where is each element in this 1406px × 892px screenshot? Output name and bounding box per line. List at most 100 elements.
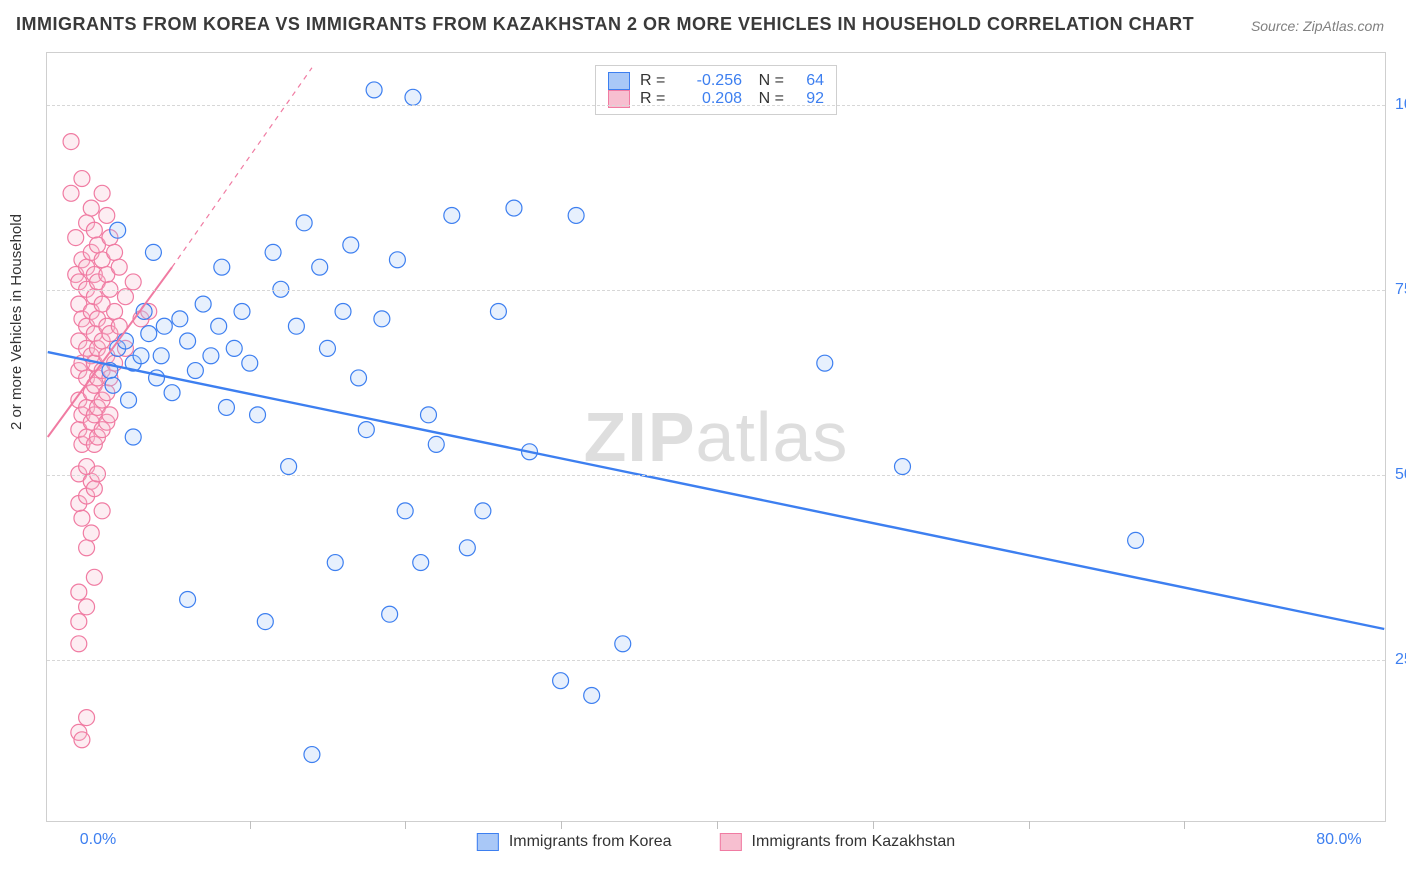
data-point-korea [397,503,413,519]
data-point-korea [110,222,126,238]
data-point-korea [164,385,180,401]
data-point-kazakhstan [63,185,79,201]
data-point-kazakhstan [79,599,95,615]
chart-title: IMMIGRANTS FROM KOREA VS IMMIGRANTS FROM… [16,14,1194,35]
gridline [47,475,1385,476]
data-point-korea [490,303,506,319]
data-point-kazakhstan [63,134,79,150]
data-point-korea [226,340,242,356]
data-point-kazakhstan [94,185,110,201]
data-point-korea [211,318,227,334]
x-tick [1184,821,1185,829]
data-point-korea [234,303,250,319]
data-point-kazakhstan [83,200,99,216]
data-point-kazakhstan [125,274,141,290]
data-point-korea [296,215,312,231]
data-point-korea [187,363,203,379]
data-point-korea [506,200,522,216]
data-point-korea [335,303,351,319]
data-point-korea [895,459,911,475]
trend-line-ext-kazakhstan [172,68,312,267]
data-point-kazakhstan [102,407,118,423]
y-axis-label: 2 or more Vehicles in Household [8,214,25,430]
legend-swatch-korea [608,72,630,90]
source-attribution: Source: ZipAtlas.com [1251,18,1384,34]
gridline [47,290,1385,291]
n-value-korea: 64 [794,72,824,90]
data-point-kazakhstan [71,584,87,600]
data-point-kazakhstan [117,289,133,305]
data-point-korea [203,348,219,364]
data-point-kazakhstan [71,614,87,630]
data-point-korea [444,207,460,223]
data-point-korea [553,673,569,689]
data-point-korea [250,407,266,423]
data-point-korea [1128,532,1144,548]
x-tick-label: 80.0% [1316,831,1361,849]
data-point-korea [180,333,196,349]
data-point-korea [117,333,133,349]
data-point-kazakhstan [71,636,87,652]
gridline [47,660,1385,661]
r-value-korea: -0.256 [680,72,742,90]
r-label: R = [640,72,670,90]
data-point-korea [105,377,121,393]
data-point-korea [428,436,444,452]
data-point-korea [180,591,196,607]
data-point-korea [817,355,833,371]
data-point-korea [133,348,149,364]
n-label: N = [752,72,784,90]
x-tick-label: 0.0% [80,831,116,849]
data-point-kazakhstan [107,303,123,319]
data-point-korea [304,747,320,763]
correlation-legend: R = -0.256 N = 64 R = 0.208 N = 92 [595,65,837,115]
data-point-korea [413,555,429,571]
x-tick [873,821,874,829]
data-point-korea [257,614,273,630]
legend-swatch-korea [477,833,499,851]
x-tick [717,821,718,829]
legend-row-korea: R = -0.256 N = 64 [608,72,824,90]
x-tick [561,821,562,829]
data-point-korea [121,392,137,408]
data-point-kazakhstan [74,732,90,748]
data-point-korea [358,422,374,438]
gridline [47,105,1385,106]
y-tick-label: 100.0% [1389,96,1406,114]
data-point-korea [351,370,367,386]
data-point-kazakhstan [94,503,110,519]
data-point-korea [568,207,584,223]
data-point-kazakhstan [86,222,102,238]
data-point-korea [312,259,328,275]
x-tick [1029,821,1030,829]
data-point-korea [214,259,230,275]
data-point-korea [405,89,421,105]
data-point-kazakhstan [68,230,84,246]
data-point-korea [374,311,390,327]
data-point-korea [281,459,297,475]
data-point-kazakhstan [111,259,127,275]
legend-label-korea: Immigrants from Korea [509,833,672,851]
data-point-kazakhstan [89,466,105,482]
data-point-korea [172,311,188,327]
data-point-kazakhstan [99,207,115,223]
data-point-kazakhstan [107,244,123,260]
data-point-kazakhstan [83,525,99,541]
data-point-korea [195,296,211,312]
data-point-korea [327,555,343,571]
data-point-korea [145,244,161,260]
data-point-korea [288,318,304,334]
data-point-korea [125,429,141,445]
x-tick [250,821,251,829]
data-point-korea [153,348,169,364]
data-point-korea [319,340,335,356]
data-point-korea [615,636,631,652]
data-point-korea [382,606,398,622]
data-point-kazakhstan [79,540,95,556]
data-point-korea [141,326,157,342]
series-legend: Immigrants from Korea Immigrants from Ka… [477,833,955,851]
data-point-korea [584,687,600,703]
data-point-kazakhstan [79,710,95,726]
data-point-korea [475,503,491,519]
data-point-korea [156,318,172,334]
